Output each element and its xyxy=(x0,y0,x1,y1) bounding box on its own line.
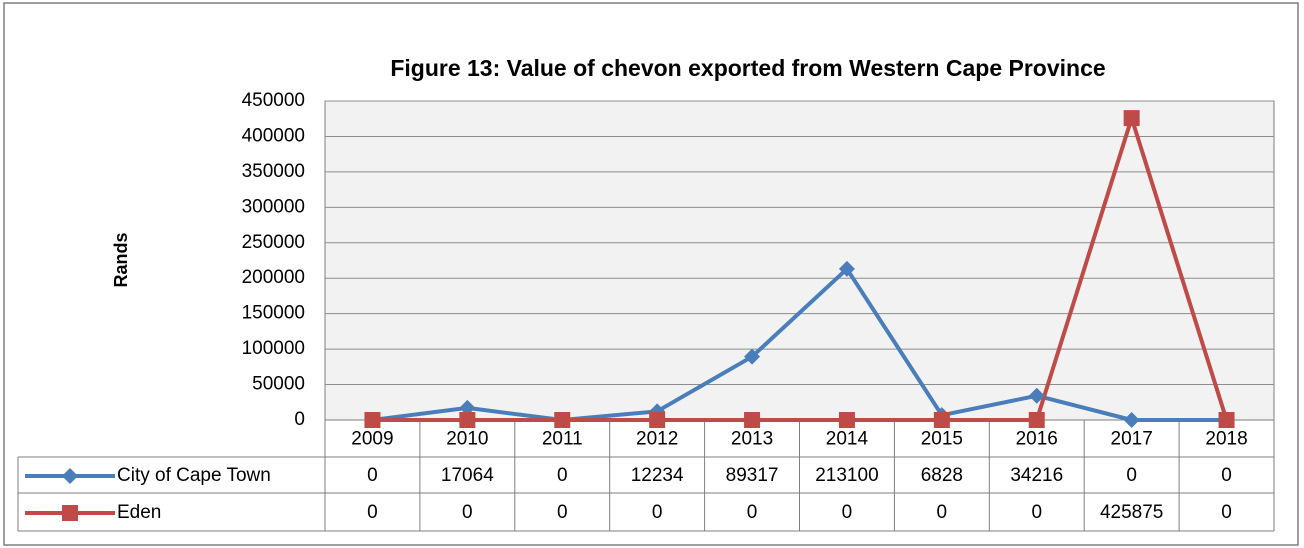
table-value: 0 xyxy=(367,502,378,523)
table-value: 425875 xyxy=(1100,502,1163,523)
table-value: 0 xyxy=(652,502,663,523)
series-line xyxy=(372,116,1229,422)
table-value: 0 xyxy=(747,502,758,523)
data-point xyxy=(1123,110,1140,127)
plot-area xyxy=(324,100,1275,421)
data-point xyxy=(1218,412,1235,428)
data-point xyxy=(554,412,571,428)
data-point xyxy=(933,412,950,428)
table-value: 89317 xyxy=(726,465,779,486)
data-point xyxy=(1028,387,1045,404)
table-value: 0 xyxy=(1221,502,1232,523)
x-tick-label: 2011 xyxy=(542,429,583,450)
x-tick-label: 2018 xyxy=(1205,429,1247,450)
y-tick-label: 100000 xyxy=(242,338,305,359)
data-point xyxy=(744,412,761,428)
data-point xyxy=(459,412,476,428)
legend-marker xyxy=(62,468,78,484)
x-tick-label: 2016 xyxy=(1016,429,1058,450)
table-value: 6828 xyxy=(921,465,963,486)
x-tick-label: 2013 xyxy=(731,429,773,450)
data-point xyxy=(1028,412,1045,428)
table-value: 17064 xyxy=(441,465,494,486)
table-value: 0 xyxy=(557,502,568,523)
table-value: 0 xyxy=(842,502,853,523)
legend-label: City of Cape Town xyxy=(117,465,271,486)
legend-label: Eden xyxy=(117,502,161,523)
y-tick-label: 400000 xyxy=(242,125,305,146)
data-point xyxy=(1123,412,1140,428)
y-tick-label: 450000 xyxy=(242,90,305,111)
data-point xyxy=(744,348,761,365)
table-value: 0 xyxy=(937,502,948,523)
data-point xyxy=(838,260,855,277)
table-value: 0 xyxy=(367,465,378,486)
y-tick-label: 0 xyxy=(294,409,305,430)
y-axis-title: Rands xyxy=(111,232,131,287)
table-value: 0 xyxy=(1126,465,1137,486)
y-tick-label: 50000 xyxy=(252,374,305,395)
table-value: 0 xyxy=(1221,465,1232,486)
table-value: 0 xyxy=(1031,502,1042,523)
x-tick-label: 2015 xyxy=(921,429,963,450)
x-tick-label: 2014 xyxy=(826,429,869,450)
data-point xyxy=(838,412,855,428)
table-value: 0 xyxy=(462,502,473,523)
chart-title: Figure 13: Value of chevon exported from… xyxy=(390,55,1105,81)
data-point xyxy=(459,399,476,416)
table-value: 213100 xyxy=(815,465,878,486)
y-tick-label: 250000 xyxy=(242,232,305,253)
legend-marker xyxy=(62,505,78,521)
data-point xyxy=(364,412,381,428)
data-point xyxy=(649,412,666,428)
x-tick-label: 2017 xyxy=(1111,429,1153,450)
y-tick-label: 150000 xyxy=(242,303,305,324)
x-tick-label: 2010 xyxy=(446,429,488,450)
y-tick-label: 200000 xyxy=(242,267,305,288)
x-tick-label: 2009 xyxy=(351,429,393,450)
table-value: 0 xyxy=(557,465,568,486)
table-value: 12234 xyxy=(631,465,684,486)
series-line xyxy=(372,266,1227,422)
y-tick-label: 350000 xyxy=(242,161,305,182)
table-value: 34216 xyxy=(1010,465,1063,486)
y-tick-label: 300000 xyxy=(242,196,305,217)
x-tick-label: 2012 xyxy=(636,429,678,450)
